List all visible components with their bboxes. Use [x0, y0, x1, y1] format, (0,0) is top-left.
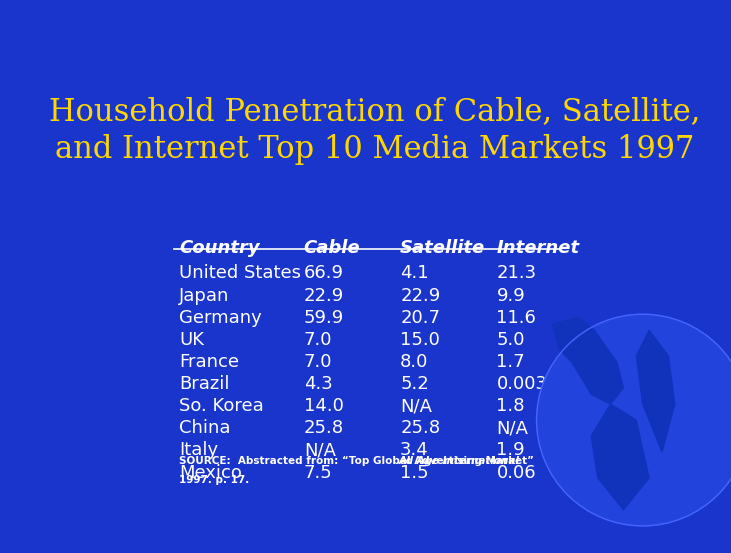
Text: SOURCE:  Abstracted from: “Top Global Advertising Market”: SOURCE: Abstracted from: “Top Global Adv…	[179, 456, 538, 466]
Text: Household Penetration of Cable, Satellite,
and Internet Top 10 Media Markets 199: Household Penetration of Cable, Satellit…	[49, 96, 700, 165]
Text: N/A: N/A	[304, 441, 336, 460]
Text: So. Korea: So. Korea	[179, 397, 264, 415]
Text: 0.06: 0.06	[496, 463, 536, 482]
Text: 11.6: 11.6	[496, 309, 537, 327]
Text: 22.9: 22.9	[400, 286, 440, 305]
Text: Brazil: Brazil	[179, 375, 230, 393]
Text: 22.9: 22.9	[304, 286, 344, 305]
Text: 8.0: 8.0	[400, 353, 428, 371]
Polygon shape	[553, 317, 624, 404]
Text: 21.3: 21.3	[496, 264, 537, 283]
Text: 1.9: 1.9	[496, 441, 525, 460]
Text: Country: Country	[179, 239, 260, 257]
Text: 1.5: 1.5	[400, 463, 429, 482]
Circle shape	[537, 314, 731, 526]
Text: 15.0: 15.0	[400, 331, 440, 349]
Text: 7.0: 7.0	[304, 331, 333, 349]
Text: France: France	[179, 353, 239, 371]
Text: Cable: Cable	[304, 239, 360, 257]
Text: 25.8: 25.8	[400, 419, 440, 437]
Polygon shape	[591, 404, 649, 510]
Text: 66.9: 66.9	[304, 264, 344, 283]
Text: 0.003: 0.003	[496, 375, 548, 393]
Text: 7.0: 7.0	[304, 353, 333, 371]
Text: 7.5: 7.5	[304, 463, 333, 482]
Text: Satellite: Satellite	[400, 239, 485, 257]
Text: 9.9: 9.9	[496, 286, 525, 305]
Polygon shape	[636, 330, 675, 452]
Text: May: May	[599, 456, 622, 466]
Text: N/A: N/A	[400, 397, 432, 415]
Text: UK: UK	[179, 331, 204, 349]
Text: 25.8: 25.8	[304, 419, 344, 437]
Text: China: China	[179, 419, 231, 437]
Text: 59.9: 59.9	[304, 309, 344, 327]
Text: 4.3: 4.3	[304, 375, 333, 393]
Text: 20.7: 20.7	[400, 309, 440, 327]
Text: 1997. p. 17.: 1997. p. 17.	[179, 475, 249, 485]
Text: 4.1: 4.1	[400, 264, 429, 283]
Text: Germany: Germany	[179, 309, 262, 327]
Text: 1.7: 1.7	[496, 353, 525, 371]
Text: Ad Age International: Ad Age International	[399, 456, 520, 466]
Text: United States: United States	[179, 264, 301, 283]
Text: 5.2: 5.2	[400, 375, 429, 393]
Text: Italy: Italy	[179, 441, 219, 460]
Text: N/A: N/A	[496, 419, 529, 437]
Text: 14.0: 14.0	[304, 397, 344, 415]
Text: Mexico: Mexico	[179, 463, 242, 482]
Text: 1.8: 1.8	[496, 397, 525, 415]
Text: 5.0: 5.0	[496, 331, 525, 349]
Text: 3.4: 3.4	[400, 441, 429, 460]
Text: Japan: Japan	[179, 286, 230, 305]
Text: Internet: Internet	[496, 239, 580, 257]
